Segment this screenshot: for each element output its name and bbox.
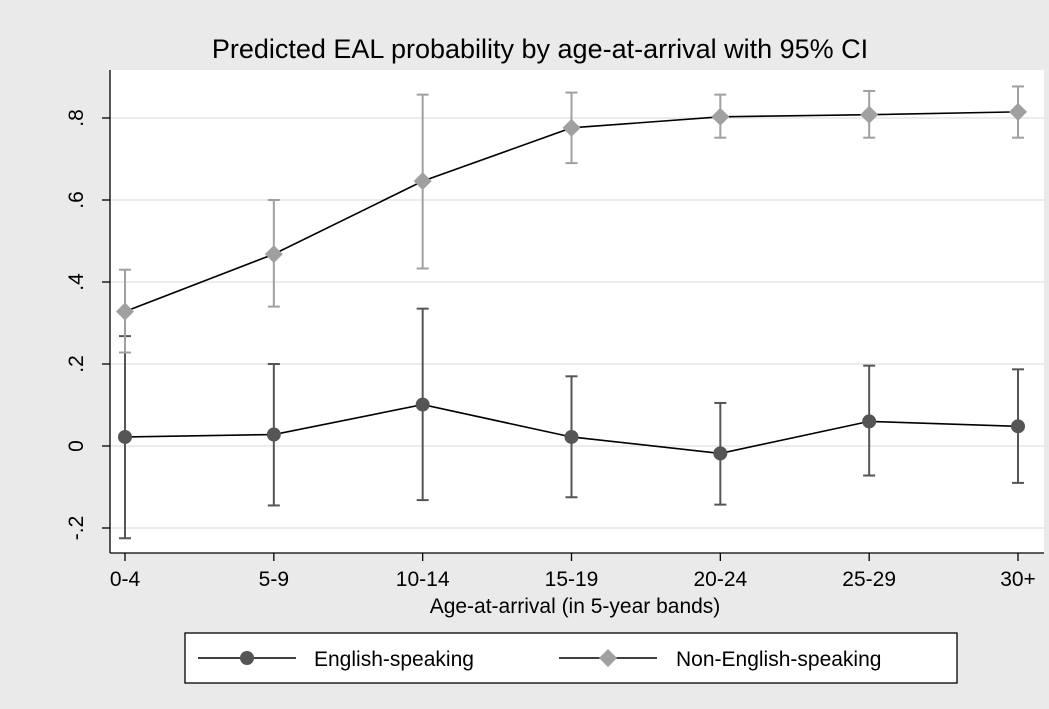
data-point xyxy=(415,397,430,412)
data-point xyxy=(1009,102,1027,121)
legend-marker-non-english xyxy=(599,649,617,667)
data-point xyxy=(862,414,877,429)
data-point xyxy=(413,172,432,191)
series-layer xyxy=(116,85,1027,540)
plot-area xyxy=(110,70,1044,553)
x-tick-label: 20-24 xyxy=(693,568,747,591)
data-point xyxy=(713,446,728,461)
x-tick-label: 25-29 xyxy=(842,568,896,591)
y-tick-label: 0 xyxy=(65,440,88,452)
series-english-speaking xyxy=(118,307,1025,540)
y-tick-label: -.2 xyxy=(65,516,88,541)
data-point xyxy=(562,118,581,137)
y-tick-label: .4 xyxy=(65,273,88,291)
data-point xyxy=(564,429,579,444)
x-axis-label: Age-at-arrival (in 5-year bands) xyxy=(430,595,721,618)
x-tick-label: 0-4 xyxy=(110,568,141,591)
data-point xyxy=(1011,419,1025,434)
x-tick-label: 30+ xyxy=(1000,568,1036,591)
x-tick-label: 5-9 xyxy=(259,568,289,591)
x-axis-ticks: 0-4 5-9 10-14 15-19 20-24 25-29 30+ xyxy=(110,553,1036,591)
data-point xyxy=(116,302,134,321)
chart-title: Predicted EAL probability by age-at-arri… xyxy=(212,34,868,64)
data-point xyxy=(860,105,879,124)
y-axis-ticks: -.2 0 .2 .4 .6 .8 xyxy=(65,109,110,540)
x-tick-label: 15-19 xyxy=(545,568,599,591)
axes xyxy=(109,70,1044,554)
data-point xyxy=(266,427,281,442)
data-point xyxy=(264,245,283,264)
x-tick-label: 10-14 xyxy=(396,568,450,591)
legend-marker-english xyxy=(240,651,254,665)
series-non-english-speaking xyxy=(116,85,1027,354)
y-tick-label: .6 xyxy=(65,191,88,209)
legend-label-non-english: Non-English-speaking xyxy=(676,648,881,671)
legend-label-english: English-speaking xyxy=(314,648,474,671)
y-tick-label: .8 xyxy=(65,109,88,127)
data-point xyxy=(711,107,730,126)
y-tick-label: .2 xyxy=(65,355,88,373)
data-point xyxy=(118,429,132,444)
legend: English-speaking Non-English-speaking xyxy=(184,632,958,684)
gridlines xyxy=(110,117,1044,529)
